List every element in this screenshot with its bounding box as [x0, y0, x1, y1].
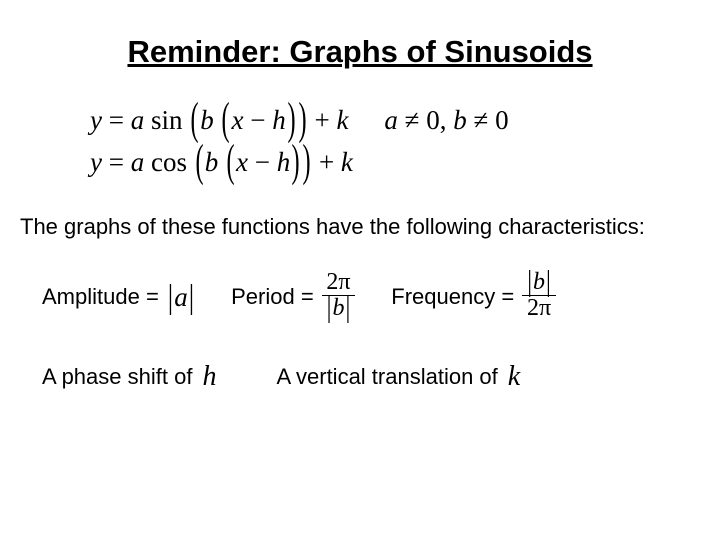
frequency-value: |b| 2π [522, 272, 556, 323]
equation-sin-row: y = a sin (b (x − h)) + k a ≠ 0, b ≠ 0 [90, 100, 702, 142]
vertical-translation-item: A vertical translation of k [276, 361, 520, 393]
phase-shift-var: h [202, 361, 216, 393]
vertical-translation-var: k [508, 361, 520, 393]
equation-cos-row: y = a cos (b (x − h)) + k [90, 142, 702, 184]
amplitude-value: |a| [167, 282, 195, 313]
shifts-row: A phase shift of h A vertical translatio… [18, 361, 702, 393]
frequency-item: Frequency = |b| 2π [391, 272, 556, 323]
equation-condition: a ≠ 0, b ≠ 0 [384, 100, 508, 142]
period-value: 2π |b| [322, 272, 356, 323]
vertical-translation-label: A vertical translation of [276, 364, 497, 390]
phase-shift-item: A phase shift of h [42, 361, 216, 393]
equations-block: y = a sin (b (x − h)) + k a ≠ 0, b ≠ 0 y… [18, 100, 702, 184]
body-intro-text: The graphs of these functions have the f… [18, 214, 702, 240]
frequency-label: Frequency = [391, 284, 514, 310]
period-item: Period = 2π |b| [231, 272, 355, 323]
slide-title: Reminder: Graphs of Sinusoids [18, 34, 702, 70]
amplitude-item: Amplitude = |a| [42, 282, 195, 313]
characteristics-row: Amplitude = |a| Period = 2π |b| Frequenc… [18, 272, 702, 323]
period-label: Period = [231, 284, 314, 310]
phase-shift-label: A phase shift of [42, 364, 192, 390]
amplitude-label: Amplitude = [42, 284, 159, 310]
